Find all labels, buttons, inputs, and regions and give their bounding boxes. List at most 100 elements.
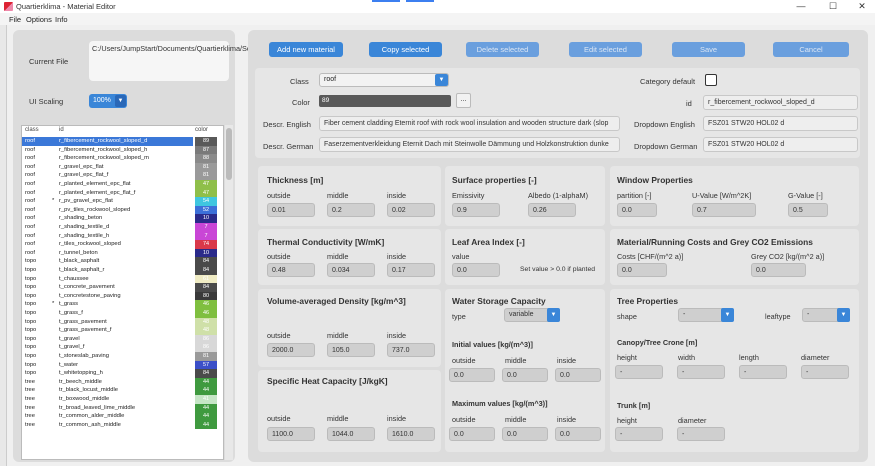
close-button[interactable]: ✕ (858, 1, 866, 11)
u-value-input[interactable]: 0.7 (692, 203, 756, 217)
table-row[interactable]: roof r_shading_textile_h (22, 232, 193, 241)
table-row[interactable]: topo t_black_asphalt (22, 257, 193, 266)
table-row[interactable]: topo t_black_asphalt_r (22, 266, 193, 275)
table-row[interactable]: roof r_shading_beton (22, 214, 193, 223)
table-row[interactable]: topo t_water (22, 361, 193, 370)
crone-length-input[interactable]: - (739, 365, 787, 379)
chevron-down-icon: ▼ (837, 308, 850, 322)
crone-diameter-input[interactable]: - (801, 365, 849, 379)
partition-input[interactable]: 0.0 (617, 203, 657, 217)
heat-middle-input[interactable]: 1044.0 (327, 427, 375, 441)
delete-selected-button[interactable]: Delete selected (466, 42, 539, 57)
dropdown-english-field[interactable]: FSZ01 STW20 HOL02 d (703, 116, 858, 131)
column-header-class[interactable]: class (25, 127, 39, 133)
g-value-input[interactable]: 0.5 (788, 203, 828, 217)
menu-options[interactable]: Options (26, 15, 52, 24)
maximize-button[interactable]: ☐ (828, 1, 838, 11)
initial-middle-input[interactable]: 0.0 (502, 368, 548, 382)
crone-height-input[interactable]: - (615, 365, 663, 379)
table-row[interactable]: topo t_grass_pavement (22, 318, 193, 327)
max-inside-input[interactable]: 0.0 (555, 427, 601, 441)
lai-input[interactable]: 0.0 (452, 263, 500, 277)
table-scrollbar[interactable] (225, 125, 233, 460)
thickness-outside-input[interactable]: 0.01 (267, 203, 315, 217)
edit-selected-button[interactable]: Edit selected (569, 42, 642, 57)
table-row[interactable]: topo t_gravel (22, 335, 193, 344)
table-row[interactable]: topo t_whitetopping_h (22, 369, 193, 378)
trunk-diameter-input[interactable]: - (677, 427, 725, 441)
table-row[interactable]: topo t_concretestone_paving (22, 292, 193, 301)
add-material-button[interactable]: Add new material (269, 42, 343, 57)
copy-selected-button[interactable]: Copy selected (369, 42, 442, 57)
ui-scaling-select[interactable]: 100% ▼ (89, 94, 127, 108)
table-row[interactable]: roof r_shading_textile_d (22, 223, 193, 232)
table-row[interactable]: tree tr_common_alder_middle (22, 412, 193, 421)
dropdown-german-field[interactable]: FSZ01 STW20 HOL02 d (703, 137, 858, 152)
table-row[interactable]: tree tr_common_ash_middle (22, 421, 193, 430)
table-row[interactable]: roof r_tiles_rockwool_sloped (22, 240, 193, 249)
density-middle-input[interactable]: 105.0 (327, 343, 375, 357)
table-row[interactable]: roof * r_pv_gravel_epc_flat (22, 197, 193, 206)
element-table[interactable]: class id color roof r_fibercement_rockwoo… (21, 125, 224, 460)
costs-input[interactable]: 0.0 (617, 263, 667, 277)
density-inside-input[interactable]: 737.0 (387, 343, 435, 357)
initial-outside-input[interactable]: 0.0 (449, 368, 495, 382)
grey-co2-input[interactable]: 0.0 (751, 263, 806, 277)
emissivity-input[interactable]: 0.9 (452, 203, 500, 217)
thickness-inside-input[interactable]: 0.02 (387, 203, 435, 217)
initial-inside-input[interactable]: 0.0 (555, 368, 601, 382)
thermal-inside-input[interactable]: 0.17 (387, 263, 435, 277)
thermal-middle-input[interactable]: 0.034 (327, 263, 375, 277)
thickness-middle-input[interactable]: 0.2 (327, 203, 375, 217)
menu-file[interactable]: File (9, 15, 22, 24)
table-row[interactable]: tree tr_broad_leaved_lime_middle (22, 404, 193, 413)
table-row[interactable]: tree tr_beech_middle (22, 378, 193, 387)
density-outside-input[interactable]: 2000.0 (267, 343, 315, 357)
table-row[interactable]: topo t_grass_f (22, 309, 193, 318)
table-row[interactable]: tree tr_boxwood_middle (22, 395, 193, 404)
minimize-button[interactable]: — (796, 1, 806, 11)
table-row[interactable]: roof r_planted_element_epc_flat_f (22, 189, 193, 198)
table-row[interactable]: roof r_planted_element_epc_flat (22, 180, 193, 189)
color-picker-button[interactable]: ... (456, 93, 471, 108)
table-row[interactable]: topo t_concrete_pavement (22, 283, 193, 292)
table-row[interactable]: roof r_fibercement_rockwool_sloped_d (22, 137, 193, 146)
row-color-cell: 52 (195, 205, 217, 215)
column-header-color[interactable]: color (195, 127, 209, 133)
id-field[interactable]: r_fibercement_rockwool_sloped_d (703, 95, 858, 110)
albedo-input[interactable]: 0.26 (528, 203, 576, 217)
table-row[interactable]: topo t_chaussee (22, 275, 193, 284)
table-row[interactable]: tree tr_black_locust_middle (22, 386, 193, 395)
table-row[interactable]: topo t_stoneslab_paving (22, 352, 193, 361)
descr-english-field[interactable]: Fiber cement cladding Eternit roof with … (319, 116, 620, 131)
scrollbar-thumb[interactable] (226, 128, 232, 180)
tree-shape-select[interactable]: - ▼ (678, 308, 734, 322)
menu-info[interactable]: Info (55, 15, 68, 24)
table-row[interactable]: roof r_gravel_epc_flat (22, 163, 193, 172)
table-row[interactable]: topo t_grass_pavement_f (22, 326, 193, 335)
heat-outside-input[interactable]: 1100.0 (267, 427, 315, 441)
category-default-checkbox[interactable] (705, 74, 717, 86)
storage-type-select[interactable]: variable ▼ (504, 308, 560, 322)
save-button[interactable]: Save (672, 42, 745, 57)
class-select[interactable]: roof ▼ (319, 73, 449, 87)
crone-width-input[interactable]: - (677, 365, 725, 379)
table-row[interactable]: topo t_gravel_f (22, 343, 193, 352)
table-row[interactable]: roof r_fibercement_rockwool_sloped_m (22, 154, 193, 163)
thermal-outside-input[interactable]: 0.48 (267, 263, 315, 277)
table-row[interactable]: roof r_fibercement_rockwool_sloped_h (22, 146, 193, 155)
cancel-button[interactable]: Cancel (773, 42, 849, 57)
heat-inside-input[interactable]: 1610.0 (387, 427, 435, 441)
max-middle-input[interactable]: 0.0 (502, 427, 548, 441)
max-outside-input[interactable]: 0.0 (449, 427, 495, 441)
table-row[interactable]: roof r_tunnel_beton (22, 249, 193, 258)
row-class: tree (25, 378, 35, 385)
table-row[interactable]: topo * t_grass (22, 300, 193, 309)
table-row[interactable]: roof r_pv_tiles_rockwool_sloped (22, 206, 193, 215)
column-header-id[interactable]: id (59, 127, 64, 133)
trunk-height-input[interactable]: - (615, 427, 663, 441)
table-row[interactable]: roof r_gravel_epc_flat_f (22, 171, 193, 180)
descr-german-field[interactable]: Faserzementverkleidung Eternit Dach mit … (319, 137, 620, 152)
leaftype-select[interactable]: - ▼ (802, 308, 850, 322)
row-id: r_shading_beton (59, 215, 103, 222)
